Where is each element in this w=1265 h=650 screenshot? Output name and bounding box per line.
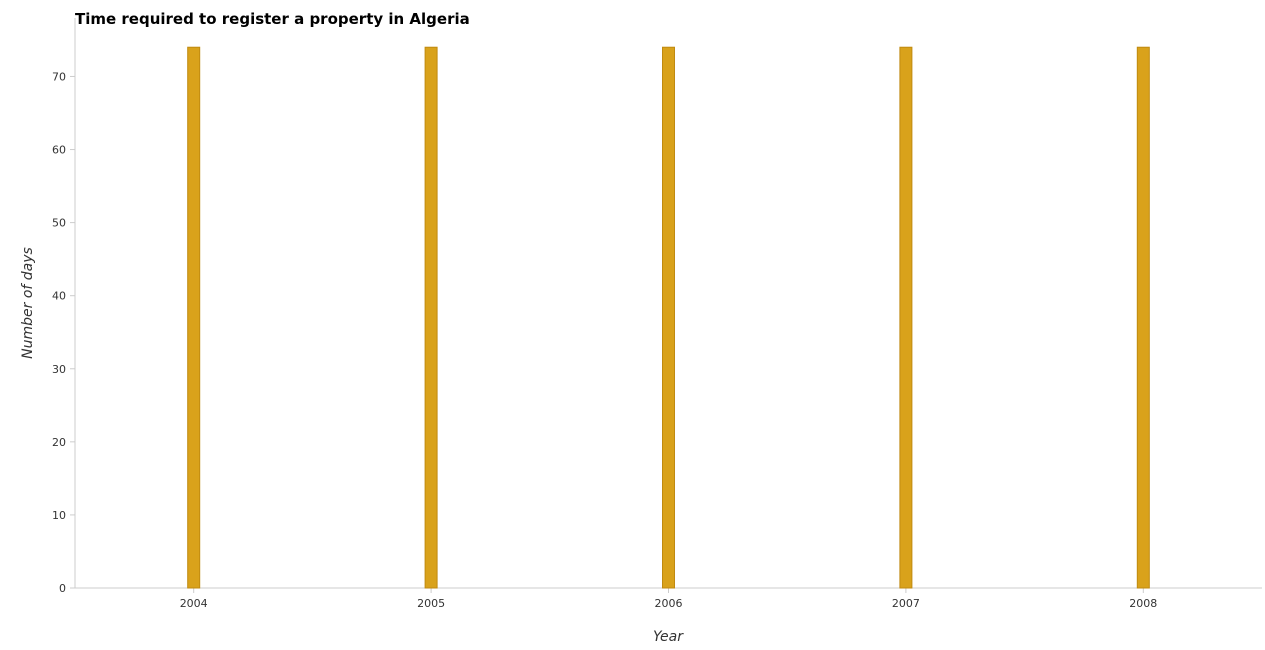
x-tick-label: 2005 <box>417 597 445 610</box>
bar-2006 <box>662 46 675 589</box>
chart-title: Time required to register a property in … <box>75 10 470 28</box>
bar-2005 <box>424 46 438 589</box>
y-axis-ticks: 0 10 20 30 40 50 60 70 <box>52 70 75 595</box>
x-axis-ticks: 2004 2005 2006 2007 2008 <box>180 588 1157 610</box>
x-tick-label: 2004 <box>180 597 208 610</box>
bar-2004 <box>187 46 201 589</box>
y-tick-label: 40 <box>52 290 66 303</box>
y-tick-label: 10 <box>52 509 66 522</box>
y-tick-label: 70 <box>52 70 66 83</box>
y-tick-label: 20 <box>52 436 66 449</box>
bar-2007 <box>899 46 913 589</box>
bar-2008 <box>1136 46 1150 589</box>
y-tick-label: 60 <box>52 144 66 157</box>
x-tick-label: 2008 <box>1129 597 1157 610</box>
bars <box>187 46 1150 589</box>
x-tick-label: 2007 <box>892 597 920 610</box>
y-tick-label: 0 <box>59 582 66 595</box>
plot-area: 0 10 20 30 40 50 60 70 2004 2005 2006 2007 2008 <box>52 18 1262 610</box>
x-axis-label: Year <box>653 629 684 645</box>
x-tick-label: 2006 <box>655 597 683 610</box>
y-tick-label: 30 <box>52 363 66 376</box>
y-tick-label: 50 <box>52 217 66 230</box>
y-axis-label: Number of days <box>20 247 36 359</box>
